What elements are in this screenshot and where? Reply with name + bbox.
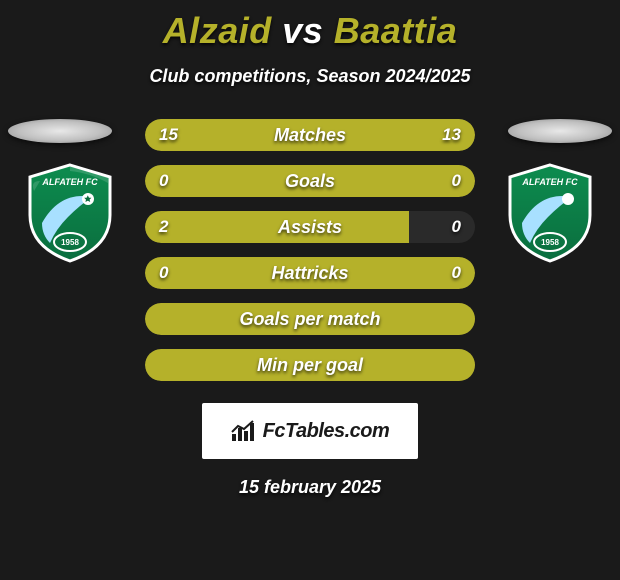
- club-crest-left: ALFATEH FC 1958: [20, 163, 120, 263]
- stat-value-right: 0: [438, 165, 475, 197]
- stat-label: Goals per match: [145, 303, 475, 335]
- comparison-title: Alzaid vs Baattia: [0, 0, 620, 52]
- player-halo-left: [8, 119, 112, 143]
- stat-row: Goals0 0: [145, 165, 475, 197]
- player-halo-right: [508, 119, 612, 143]
- stat-label: Matches: [145, 119, 475, 151]
- shield-icon: ALFATEH FC 1958: [500, 163, 600, 263]
- player-left-name: Alzaid: [163, 10, 272, 51]
- stat-value-right: 13: [428, 119, 475, 151]
- stat-value-left: 0: [145, 165, 182, 197]
- stat-row: Min per goal: [145, 349, 475, 381]
- stat-row: Assists2 0: [145, 211, 475, 243]
- stat-label: Assists: [145, 211, 475, 243]
- stat-value-left: 15: [145, 119, 192, 151]
- footer-brand-text: FcTables.com: [263, 420, 390, 443]
- stat-label: Goals: [145, 165, 475, 197]
- chart-area: ALFATEH FC 1958 ALFATEH FC 1958 Matches1…: [0, 119, 620, 381]
- stat-row: Matches15 13: [145, 119, 475, 151]
- footer-brand[interactable]: FcTables.com: [202, 403, 418, 459]
- club-crest-right: ALFATEH FC 1958: [500, 163, 600, 263]
- stat-row: Hattricks0 0: [145, 257, 475, 289]
- player-right-name: Baattia: [334, 10, 458, 51]
- stat-label: Min per goal: [145, 349, 475, 381]
- stat-value-left: 2: [145, 211, 182, 243]
- crest-year: 1958: [541, 238, 559, 247]
- stat-rows: Matches1513Goals00Assists20Hattricks00Go…: [145, 119, 475, 381]
- bars-icon: [231, 420, 257, 442]
- shield-icon: ALFATEH FC 1958: [20, 163, 120, 263]
- crest-text: ALFATEH FC: [41, 177, 98, 187]
- subtitle: Club competitions, Season 2024/2025: [0, 66, 620, 87]
- stat-value-left: 0: [145, 257, 182, 289]
- stat-value-right: 0: [438, 257, 475, 289]
- stat-row: Goals per match: [145, 303, 475, 335]
- vs-separator: vs: [272, 10, 334, 51]
- footer-date: 15 february 2025: [0, 477, 620, 498]
- stat-label: Hattricks: [145, 257, 475, 289]
- crest-year: 1958: [61, 238, 79, 247]
- stat-value-right: 0: [438, 211, 475, 243]
- crest-text: ALFATEH FC: [521, 177, 578, 187]
